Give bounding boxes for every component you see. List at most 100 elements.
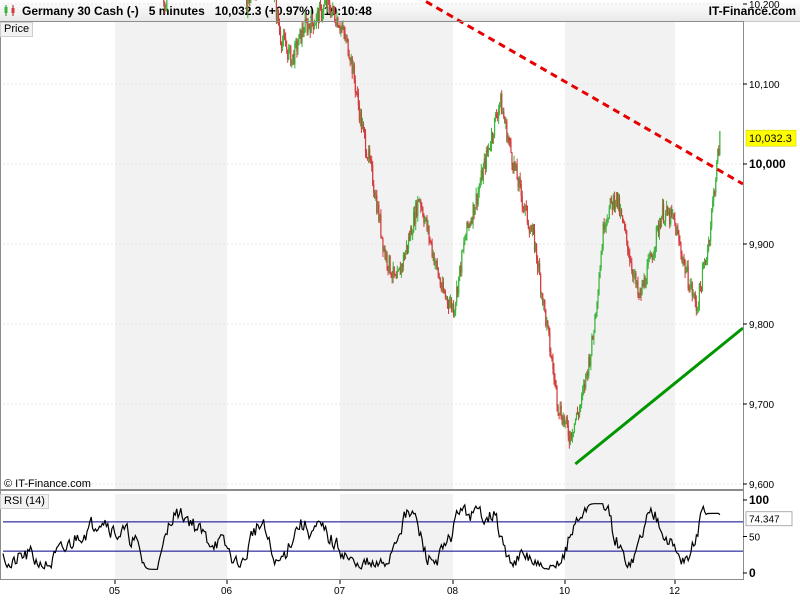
candle-body bbox=[691, 283, 693, 296]
candle-body bbox=[663, 221, 666, 223]
candle-body bbox=[664, 212, 667, 222]
candle-body bbox=[474, 207, 476, 215]
candle-body bbox=[571, 434, 574, 439]
candle-body bbox=[621, 215, 624, 223]
candle-body bbox=[163, 0, 165, 4]
current-price-tag bbox=[745, 129, 797, 147]
candle-body bbox=[573, 423, 576, 432]
candle-body bbox=[485, 150, 487, 169]
candle-body bbox=[530, 230, 533, 232]
candle-body bbox=[423, 216, 425, 223]
candle-body bbox=[283, 34, 285, 41]
candle-body bbox=[550, 351, 552, 358]
rsi-session-shade-1 bbox=[340, 494, 453, 580]
candle-body bbox=[394, 274, 396, 276]
candle-body bbox=[312, 22, 314, 29]
rsi-tick-label: 50 bbox=[749, 533, 761, 544]
candle-body bbox=[300, 29, 302, 43]
candle-body bbox=[660, 216, 663, 228]
candle-body bbox=[365, 153, 368, 158]
price-tick-label: 10,200 bbox=[749, 0, 780, 11]
candle-body bbox=[521, 196, 523, 207]
candle-body bbox=[578, 408, 581, 416]
chart-title-bar: Germany 30 Cash (-) 5 minutes 10,032.3 (… bbox=[0, 0, 800, 22]
candle-body bbox=[427, 226, 429, 230]
candle-body bbox=[249, 0, 251, 3]
candle-body bbox=[372, 165, 374, 185]
candle-body bbox=[352, 64, 354, 74]
candle-body bbox=[307, 23, 309, 33]
candle-body bbox=[444, 292, 447, 298]
candle-body bbox=[311, 14, 313, 23]
candle-body bbox=[694, 293, 696, 302]
rsi-value-label: 74.347 bbox=[749, 515, 780, 526]
candle-body bbox=[374, 192, 376, 199]
candle-body bbox=[406, 244, 409, 250]
candle-body bbox=[555, 381, 557, 387]
candle-body bbox=[496, 114, 498, 117]
candle-body bbox=[700, 287, 703, 292]
candle-body bbox=[358, 105, 360, 121]
candle-body bbox=[376, 195, 378, 213]
candle-body bbox=[587, 372, 589, 376]
candle-body bbox=[418, 199, 420, 202]
candle-body bbox=[698, 283, 700, 308]
candle-body bbox=[341, 27, 343, 29]
price-tick-label: 9,800 bbox=[749, 320, 774, 331]
candle-body bbox=[421, 206, 423, 209]
candle-body bbox=[353, 64, 355, 80]
candle-body bbox=[466, 221, 468, 236]
candle-body bbox=[579, 404, 582, 409]
candle-body bbox=[331, 11, 333, 17]
candle-body bbox=[679, 241, 681, 245]
candle-body bbox=[643, 277, 645, 287]
candle-body bbox=[590, 354, 592, 366]
price-panel-label: Price bbox=[0, 22, 34, 37]
candle-body bbox=[676, 228, 678, 236]
candle-body bbox=[460, 265, 462, 273]
candle-body bbox=[507, 137, 509, 142]
candle-body bbox=[680, 244, 682, 254]
candle-body bbox=[319, 4, 322, 6]
candle-body bbox=[606, 220, 608, 222]
candle-body bbox=[438, 276, 440, 279]
candle-body bbox=[459, 265, 461, 277]
candle-body bbox=[501, 94, 503, 115]
price-tick-label: 9,700 bbox=[749, 400, 774, 411]
candle-body bbox=[433, 253, 435, 265]
candle-body bbox=[248, 0, 250, 2]
rsi-tick-label: 100 bbox=[749, 493, 769, 507]
candle-body bbox=[601, 248, 603, 255]
candle-body bbox=[613, 195, 615, 209]
candle-body bbox=[620, 209, 623, 216]
candle-body bbox=[630, 261, 632, 263]
candle-body bbox=[546, 320, 548, 326]
candle-body bbox=[682, 260, 684, 262]
candle-body bbox=[302, 27, 304, 33]
candle-body bbox=[712, 200, 714, 210]
candle-body bbox=[718, 149, 720, 155]
candle-body bbox=[528, 227, 530, 234]
candle-body bbox=[655, 227, 657, 247]
candle-body bbox=[678, 233, 680, 242]
candle-body bbox=[373, 184, 375, 193]
candle-body bbox=[381, 235, 383, 238]
candle-body bbox=[378, 204, 380, 222]
candle-body bbox=[511, 152, 513, 165]
candle-body bbox=[658, 224, 661, 234]
candle-body bbox=[362, 123, 365, 129]
candle-body bbox=[465, 235, 467, 241]
candle-body bbox=[535, 243, 538, 260]
candle-body bbox=[650, 253, 652, 257]
candle-body bbox=[713, 191, 715, 201]
candle-body bbox=[437, 267, 439, 277]
candle-body bbox=[624, 222, 626, 229]
candle-body bbox=[275, 0, 278, 19]
candle-body bbox=[429, 239, 431, 242]
candle-body bbox=[310, 14, 312, 33]
candle-body bbox=[387, 266, 389, 270]
candle-body bbox=[710, 226, 712, 241]
candle-body bbox=[327, 0, 329, 7]
time-tick-label: 10 bbox=[559, 586, 571, 597]
